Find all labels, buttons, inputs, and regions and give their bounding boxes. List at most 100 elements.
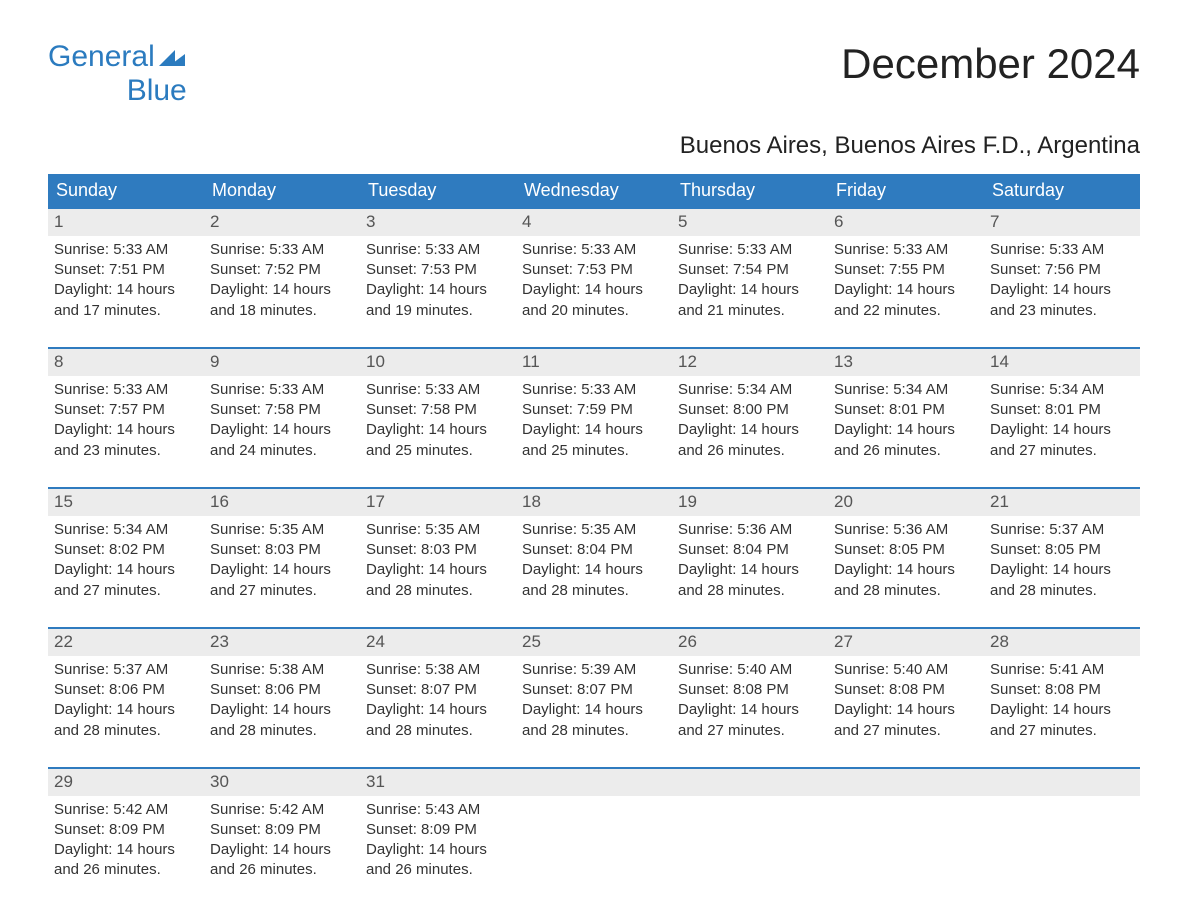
daylight-line: Daylight: 14 hours and 27 minutes. [990,420,1134,461]
day-cell: 14Sunrise: 5:34 AMSunset: 8:01 PMDayligh… [984,349,1140,473]
day-number: 11 [516,349,672,376]
sunrise-line: Sunrise: 5:33 AM [366,380,510,400]
day-body: Sunrise: 5:34 AMSunset: 8:01 PMDaylight:… [984,376,1140,473]
daylight-line: Daylight: 14 hours and 25 minutes. [366,420,510,461]
day-number: 29 [48,769,204,796]
sunset-line: Sunset: 8:06 PM [54,680,198,700]
day-body: Sunrise: 5:36 AMSunset: 8:04 PMDaylight:… [672,516,828,613]
sunrise-line: Sunrise: 5:43 AM [366,800,510,820]
day-cell [984,769,1140,893]
daylight-line: Daylight: 14 hours and 20 minutes. [522,280,666,321]
daylight-line: Daylight: 14 hours and 28 minutes. [678,560,822,601]
day-number: 25 [516,629,672,656]
sunset-line: Sunset: 8:08 PM [834,680,978,700]
sunrise-line: Sunrise: 5:42 AM [54,800,198,820]
daylight-line: Daylight: 14 hours and 26 minutes. [834,420,978,461]
day-number: 18 [516,489,672,516]
daylight-line: Daylight: 14 hours and 24 minutes. [210,420,354,461]
sunset-line: Sunset: 8:00 PM [678,400,822,420]
day-cell: 26Sunrise: 5:40 AMSunset: 8:08 PMDayligh… [672,629,828,753]
day-body: Sunrise: 5:33 AMSunset: 7:53 PMDaylight:… [516,236,672,333]
day-cell: 10Sunrise: 5:33 AMSunset: 7:58 PMDayligh… [360,349,516,473]
sunrise-line: Sunrise: 5:34 AM [678,380,822,400]
daylight-line: Daylight: 14 hours and 21 minutes. [678,280,822,321]
day-body: Sunrise: 5:41 AMSunset: 8:08 PMDaylight:… [984,656,1140,753]
day-number: 9 [204,349,360,376]
sunset-line: Sunset: 7:53 PM [366,260,510,280]
sunrise-line: Sunrise: 5:34 AM [834,380,978,400]
day-body: Sunrise: 5:42 AMSunset: 8:09 PMDaylight:… [204,796,360,893]
day-body: Sunrise: 5:33 AMSunset: 7:53 PMDaylight:… [360,236,516,333]
daylight-line: Daylight: 14 hours and 26 minutes. [366,840,510,881]
sunrise-line: Sunrise: 5:38 AM [210,660,354,680]
dow-friday: Friday [828,174,984,207]
day-cell: 2Sunrise: 5:33 AMSunset: 7:52 PMDaylight… [204,209,360,333]
day-cell: 6Sunrise: 5:33 AMSunset: 7:55 PMDaylight… [828,209,984,333]
sunrise-line: Sunrise: 5:35 AM [366,520,510,540]
sunrise-line: Sunrise: 5:33 AM [210,240,354,260]
week-row: 22Sunrise: 5:37 AMSunset: 8:06 PMDayligh… [48,627,1140,753]
sunrise-line: Sunrise: 5:37 AM [990,520,1134,540]
title-block: December 2024 [841,40,1140,88]
sunset-line: Sunset: 7:59 PM [522,400,666,420]
day-number: 12 [672,349,828,376]
day-body: Sunrise: 5:42 AMSunset: 8:09 PMDaylight:… [48,796,204,893]
sunrise-line: Sunrise: 5:41 AM [990,660,1134,680]
day-cell: 17Sunrise: 5:35 AMSunset: 8:03 PMDayligh… [360,489,516,613]
day-body: Sunrise: 5:33 AMSunset: 7:57 PMDaylight:… [48,376,204,473]
sunset-line: Sunset: 8:03 PM [210,540,354,560]
day-cell: 9 Sunrise: 5:33 AMSunset: 7:58 PMDaylight… [204,349,360,473]
day-cell: 12Sunrise: 5:34 AMSunset: 8:00 PMDayligh… [672,349,828,473]
daylight-line: Daylight: 14 hours and 22 minutes. [834,280,978,321]
day-number: 31 [360,769,516,796]
day-body: Sunrise: 5:37 AMSunset: 8:06 PMDaylight:… [48,656,204,753]
dow-monday: Monday [204,174,360,207]
sunrise-line: Sunrise: 5:39 AM [522,660,666,680]
day-number-empty [984,769,1140,796]
day-number: 22 [48,629,204,656]
sunset-line: Sunset: 8:05 PM [990,540,1134,560]
sunset-line: Sunset: 8:03 PM [366,540,510,560]
week-row: 15 Sunrise: 5:34 AMSunset: 8:02 PM Dayligh… [48,487,1140,613]
sunrise-line: Sunrise: 5:33 AM [678,240,822,260]
sunset-line: Sunset: 8:09 PM [54,820,198,840]
day-number: 1 [48,209,204,236]
sunrise-line: Sunrise: 5:34 AM [54,520,198,540]
day-body: Sunrise: 5:39 AMSunset: 8:07 PMDaylight:… [516,656,672,753]
day-cell: 31 Sunrise: 5:43 AMSunset: 8:09 PMDayligh… [360,769,516,893]
day-number: 2 [204,209,360,236]
day-cell: 22Sunrise: 5:37 AMSunset: 8:06 PMDayligh… [48,629,204,753]
dow-thursday: Thursday [672,174,828,207]
day-number: 6 [828,209,984,236]
day-body: Sunrise: 5:33 AMSunset: 7:56 PMDaylight:… [984,236,1140,333]
daylight-line: Daylight: 14 hours and 26 minutes. [210,840,354,881]
day-body: Sunrise: 5:34 AMSunset: 8:00 PMDaylight:… [672,376,828,473]
sunset-line: Sunset: 8:06 PM [210,680,354,700]
logo-line2: Blue [48,74,187,108]
daylight-line: Daylight: 14 hours and 28 minutes. [522,560,666,601]
sunset-line: Sunset: 8:02 PM [54,540,198,560]
dow-sunday: Sunday [48,174,204,207]
sunrise-line: Sunrise: 5:40 AM [834,660,978,680]
day-number: 20 [828,489,984,516]
day-number: 15 [48,489,204,516]
day-number: 30 [204,769,360,796]
daylight-line: Daylight: 14 hours and 28 minutes. [990,560,1134,601]
sunrise-line: Sunrise: 5:33 AM [210,380,354,400]
day-number: 13 [828,349,984,376]
calendar: SundayMondayTuesdayWednesdayThursdayFrid… [48,174,1140,893]
day-cell: 21Sunrise: 5:37 AMSunset: 8:05 PMDayligh… [984,489,1140,613]
sunrise-line: Sunrise: 5:40 AM [678,660,822,680]
daylight-line: Daylight: 14 hours and 19 minutes. [366,280,510,321]
sunset-line: Sunset: 8:09 PM [366,820,510,840]
sunrise-line: Sunrise: 5:33 AM [522,240,666,260]
sunset-line: Sunset: 7:55 PM [834,260,978,280]
week-row: 1Sunrise: 5:33 AMSunset: 7:51 PMDaylight… [48,207,1140,333]
sunrise-line: Sunrise: 5:38 AM [366,660,510,680]
sunset-line: Sunset: 7:58 PM [210,400,354,420]
daylight-line: Daylight: 14 hours and 25 minutes. [522,420,666,461]
sunset-line: Sunset: 8:01 PM [990,400,1134,420]
sunrise-line: Sunrise: 5:35 AM [210,520,354,540]
sunrise-line: Sunrise: 5:33 AM [366,240,510,260]
day-number: 26 [672,629,828,656]
